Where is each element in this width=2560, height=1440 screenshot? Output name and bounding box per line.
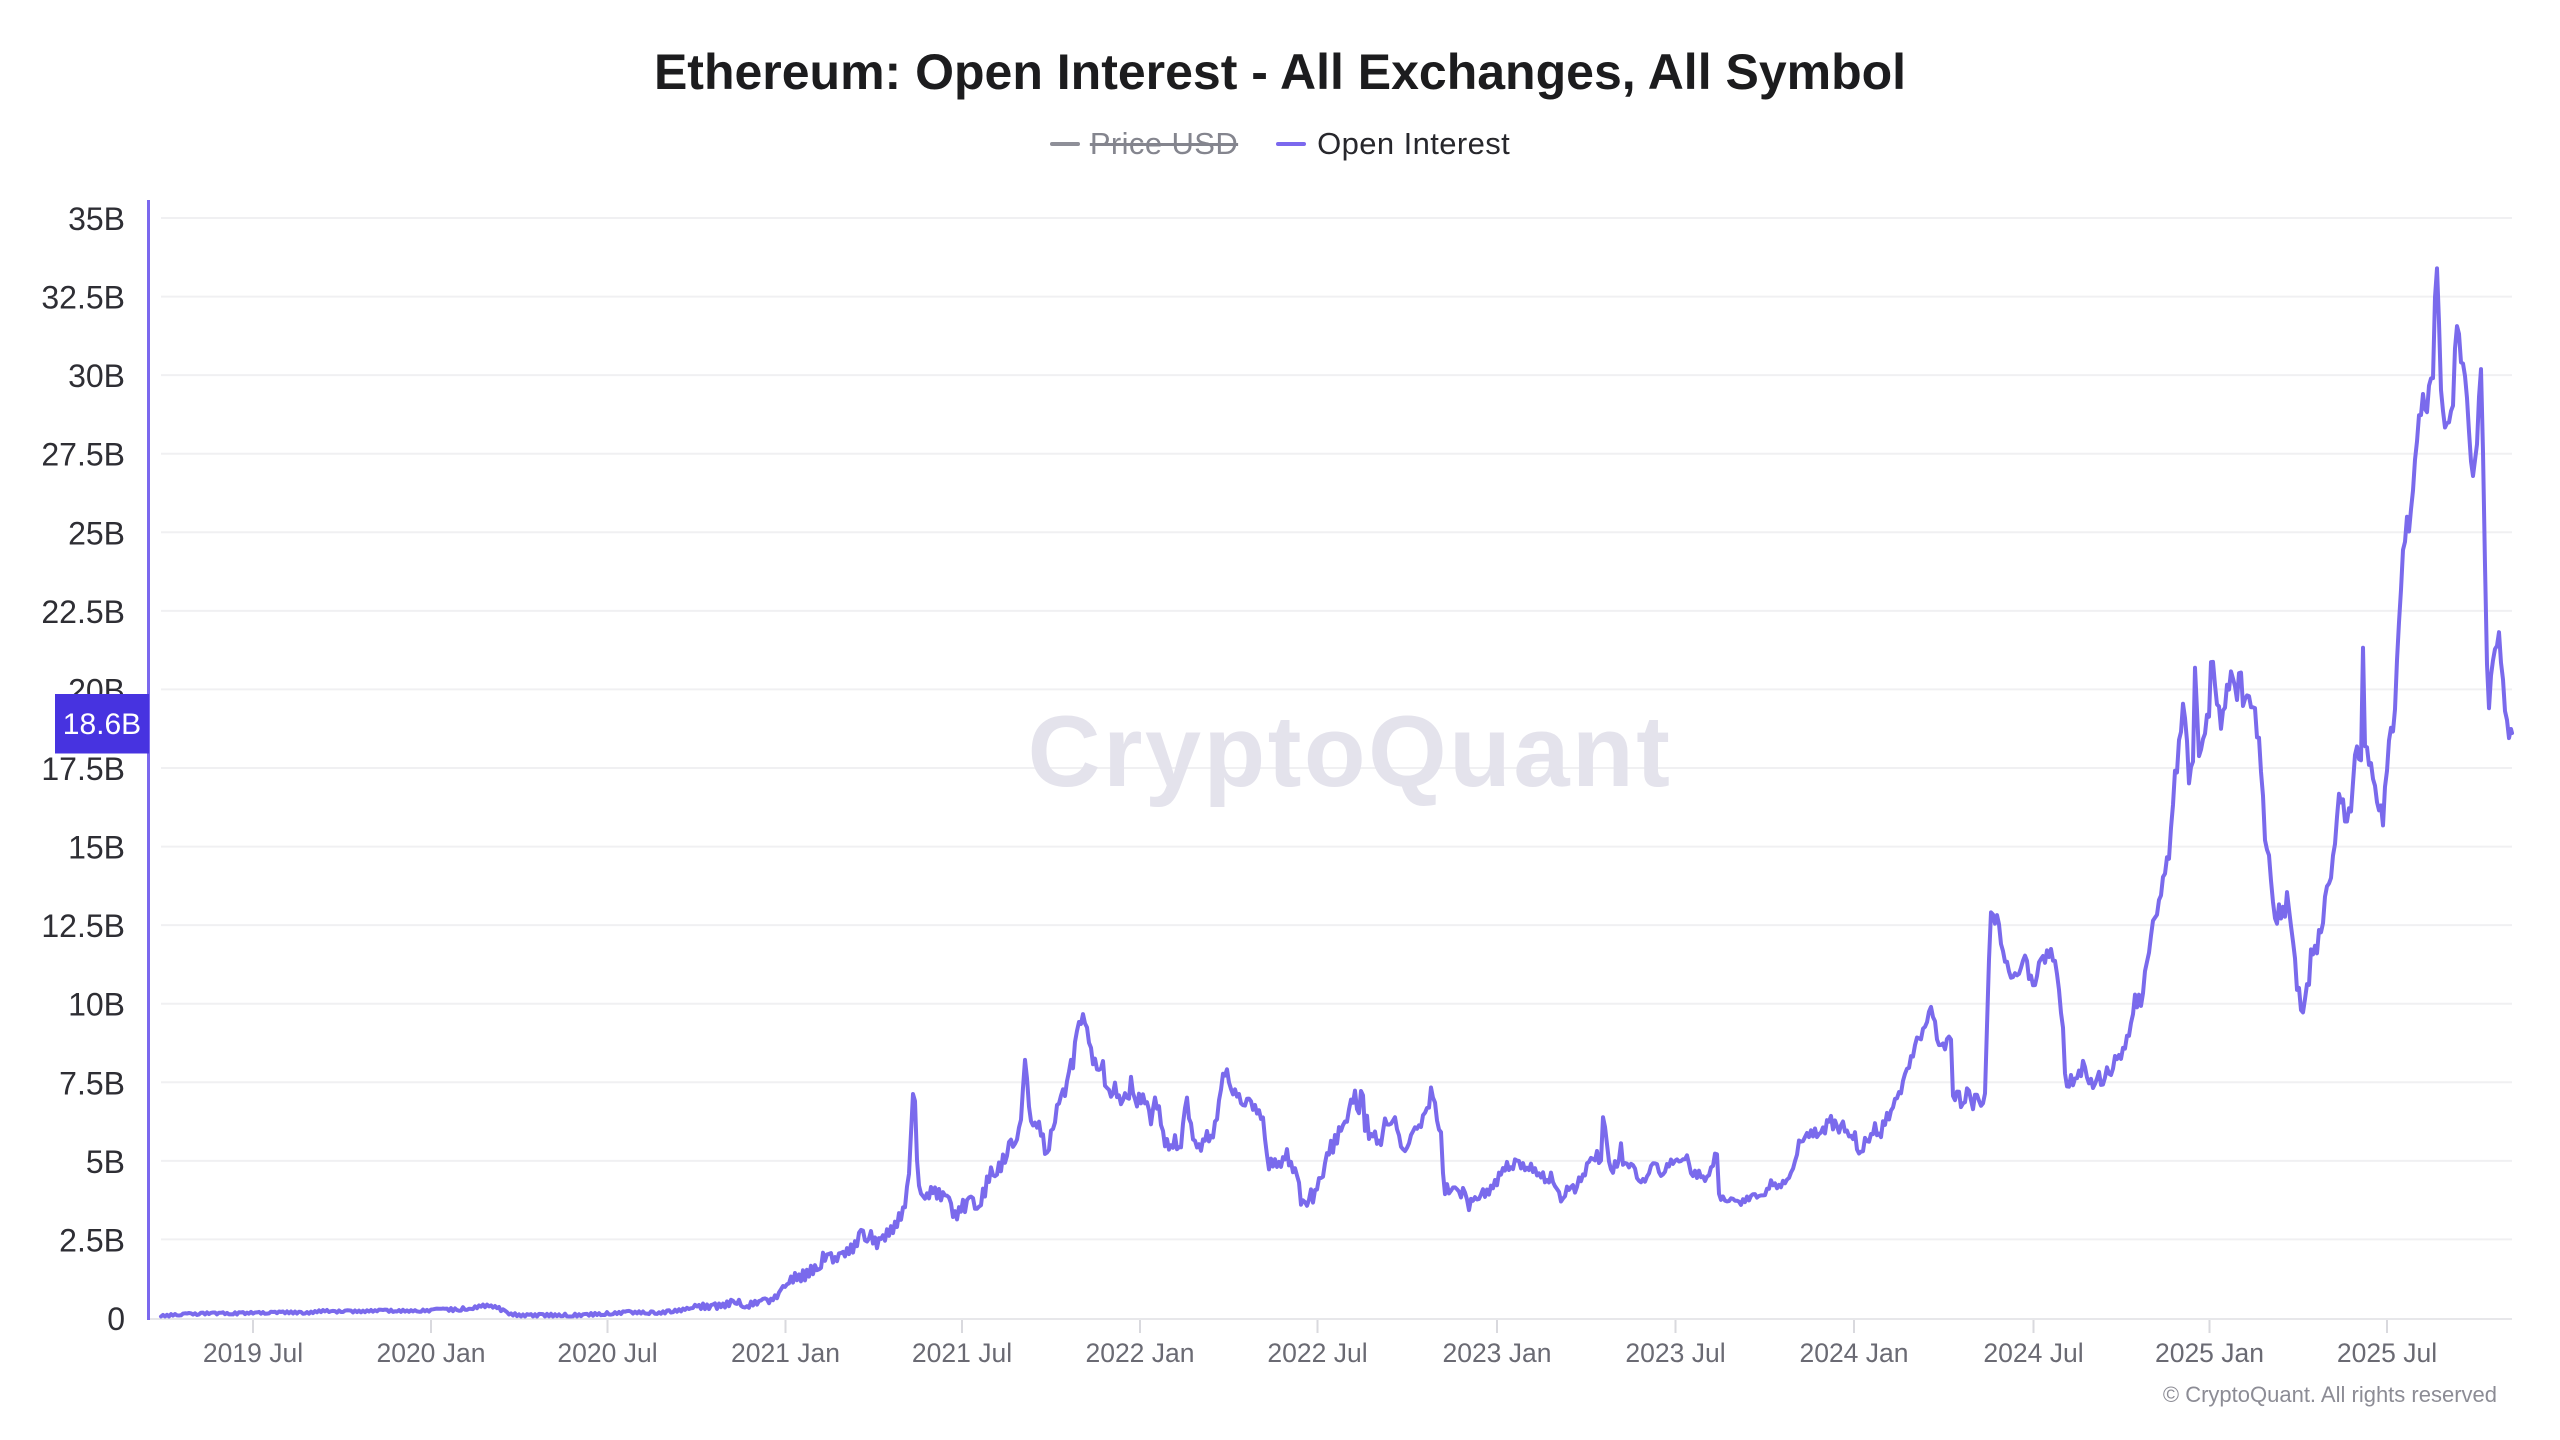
svg-text:27.5B: 27.5B [41,437,125,473]
svg-text:5B: 5B [86,1144,125,1180]
svg-text:2025 Jan: 2025 Jan [2155,1338,2264,1368]
svg-text:2022 Jul: 2022 Jul [1267,1338,1367,1368]
svg-text:12.5B: 12.5B [41,908,125,944]
svg-text:2020 Jul: 2020 Jul [557,1338,657,1368]
svg-text:15B: 15B [68,830,125,866]
svg-text:2021 Jan: 2021 Jan [731,1338,840,1368]
svg-text:2024 Jul: 2024 Jul [1983,1338,2083,1368]
svg-text:18.6B: 18.6B [63,708,141,741]
svg-text:2025 Jul: 2025 Jul [2337,1338,2437,1368]
svg-text:32.5B: 32.5B [41,280,125,316]
svg-text:17.5B: 17.5B [41,751,125,787]
svg-text:2021 Jul: 2021 Jul [912,1338,1012,1368]
svg-text:2020 Jan: 2020 Jan [376,1338,485,1368]
svg-text:2023 Jul: 2023 Jul [1625,1338,1725,1368]
svg-text:2023 Jan: 2023 Jan [1442,1338,1551,1368]
svg-text:0: 0 [107,1301,125,1337]
svg-text:35B: 35B [68,201,125,237]
svg-text:2024 Jan: 2024 Jan [1799,1338,1908,1368]
svg-text:2.5B: 2.5B [59,1222,125,1258]
svg-text:2019 Jul: 2019 Jul [203,1338,303,1368]
svg-text:10B: 10B [68,987,125,1023]
svg-text:2022 Jan: 2022 Jan [1085,1338,1194,1368]
svg-text:25B: 25B [68,515,125,551]
svg-text:CryptoQuant: CryptoQuant [1028,696,1673,808]
svg-text:30B: 30B [68,358,125,394]
svg-text:7.5B: 7.5B [59,1065,125,1101]
svg-text:22.5B: 22.5B [41,594,125,630]
